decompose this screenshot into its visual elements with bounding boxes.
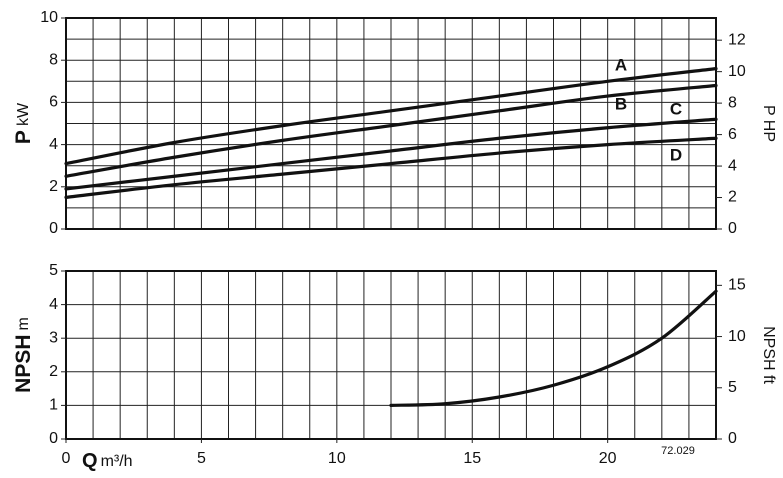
- plot-frame: [65, 270, 717, 440]
- y-tick-label: 3: [49, 329, 58, 346]
- x-label-symbol: Q: [82, 450, 98, 472]
- y-tick-label: 2: [49, 363, 58, 380]
- y-label-symbol: NPSH: [12, 334, 35, 392]
- y-label-unit: m: [15, 317, 32, 330]
- y2-tick-label: 5: [728, 379, 737, 396]
- y-label-symbol: P: [12, 130, 35, 144]
- curve-label: C: [670, 99, 682, 118]
- y-tick-label: 4: [49, 136, 58, 153]
- y-axis-label: NPSH m: [12, 317, 35, 393]
- y2-axis-label: P HP: [760, 105, 777, 142]
- curve: [64, 67, 718, 166]
- curve: [64, 83, 718, 178]
- y2-tick-label: 12: [728, 31, 746, 48]
- y-tick-label: 10: [40, 9, 58, 26]
- plot-frame: [65, 17, 717, 230]
- y-tick-label: 0: [49, 430, 58, 447]
- y-tick-label: 2: [49, 178, 58, 195]
- y2-tick-label: 2: [728, 189, 737, 206]
- x-tick-label: 0: [62, 450, 71, 467]
- y-axis-label: PkW: [12, 102, 35, 144]
- y2-tick-label: 6: [728, 126, 737, 143]
- y2-tick-label: 15: [728, 277, 746, 294]
- y-tick-label: 4: [49, 296, 58, 313]
- y2-tick-label: 0: [728, 220, 737, 237]
- y2-tick-label: 10: [728, 328, 746, 345]
- y2-tick-label: 0: [728, 430, 737, 447]
- y2-axis-label: NPSH ft: [760, 326, 777, 384]
- curve-label: B: [615, 94, 627, 113]
- x-tick-label: 15: [463, 450, 481, 467]
- y-tick-label: 8: [49, 51, 58, 68]
- curve-label: A: [615, 55, 627, 74]
- annotation: 72.029: [661, 445, 695, 457]
- y-label-unit: kW: [15, 102, 32, 126]
- y2-tick-label: 8: [728, 94, 737, 111]
- y2-tick-label: 10: [728, 63, 746, 80]
- curve: [389, 289, 718, 407]
- y-tick-label: 6: [49, 94, 58, 111]
- x-label-unit: m³/h: [101, 453, 133, 470]
- x-tick-label: 10: [328, 450, 346, 467]
- curve: [64, 117, 718, 191]
- curve: [64, 136, 718, 199]
- y-tick-label: 0: [49, 220, 58, 237]
- curve-label: D: [670, 145, 682, 164]
- y2-tick-label: 4: [728, 157, 737, 174]
- x-tick-label: 20: [599, 450, 617, 467]
- y-tick-label: 1: [49, 397, 58, 414]
- y-tick-label: 5: [49, 262, 58, 279]
- x-tick-label: 5: [197, 450, 206, 467]
